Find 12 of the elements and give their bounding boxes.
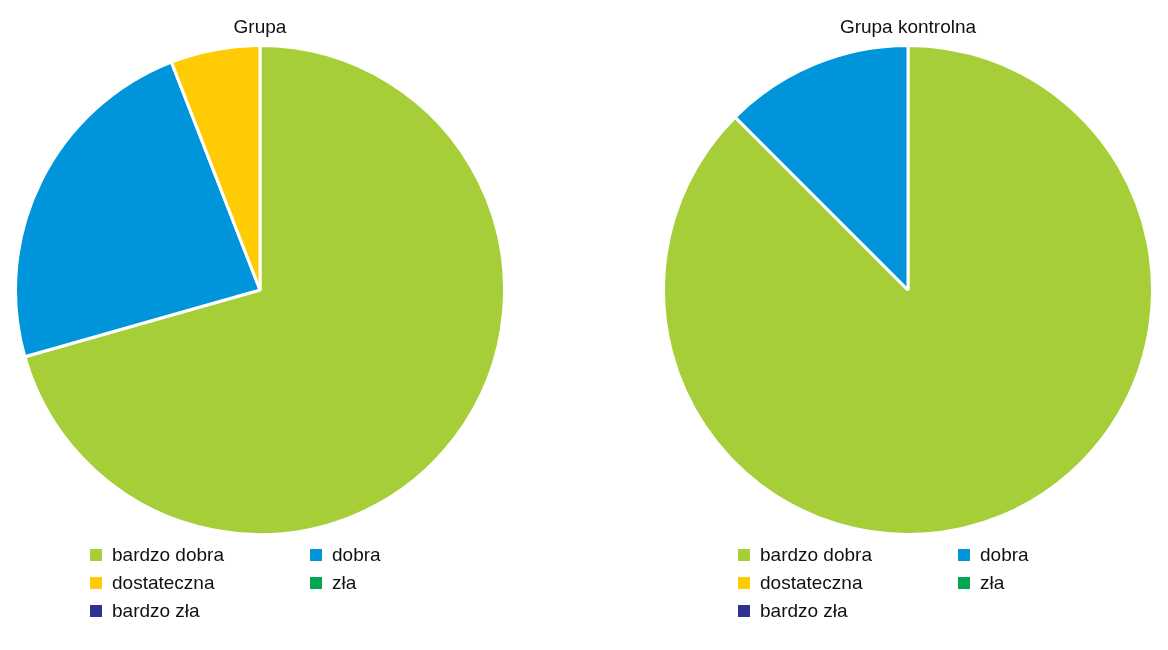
legend-label: bardzo dobra [112,544,224,566]
legend-label: bardzo dobra [760,544,872,566]
legend-label: dostateczna [112,572,215,594]
chart-title: Grupa [233,16,287,39]
legend-label: dostateczna [760,572,863,594]
legend-label: zła [332,572,357,594]
legend-label: bardzo zła [760,600,848,622]
chart-title: Grupa kontrolna [839,16,977,39]
legend-label: bardzo zła [112,600,200,622]
legend-label: dobra [332,544,381,566]
legend-label: zła [980,572,1005,594]
legend-label: dobra [980,544,1029,566]
